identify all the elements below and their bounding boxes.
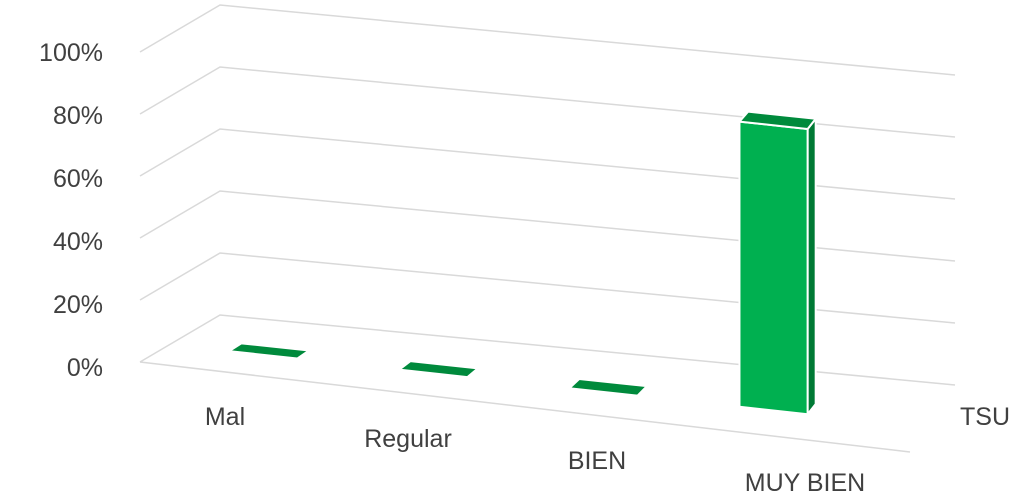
- gridline: [139, 128, 956, 200]
- y-tick-label: 60%: [53, 165, 103, 193]
- bar-mal: [228, 342, 311, 360]
- y-tick-label: 100%: [39, 39, 103, 67]
- bar-muy-bien: [738, 110, 817, 416]
- gridlines: [139, 4, 956, 453]
- gridline: [139, 4, 956, 76]
- gridline: [139, 314, 956, 386]
- gridline: [139, 252, 956, 324]
- category-label: MUY BIEN: [745, 469, 865, 497]
- bar-top: [228, 342, 311, 360]
- category-label: Mal: [205, 403, 245, 431]
- y-tick-label: 0%: [67, 354, 103, 382]
- bars: [228, 110, 817, 416]
- bar-top: [568, 378, 648, 397]
- bar-regular: [398, 360, 479, 379]
- bar-side: [806, 117, 817, 416]
- x-axis-categories: Mal Regular BIEN MUY BIEN: [205, 403, 865, 497]
- category-label: Regular: [364, 425, 452, 453]
- series-label: TSU: [960, 403, 1010, 431]
- y-tick-label: 40%: [53, 228, 103, 256]
- gridline: [139, 66, 956, 138]
- bar-front: [738, 120, 809, 416]
- y-tick-label: 20%: [53, 291, 103, 319]
- bar-top: [398, 360, 479, 379]
- category-label: BIEN: [568, 447, 626, 475]
- gridline: [139, 190, 956, 262]
- y-axis-ticks: 0% 20% 40% 60% 80% 100%: [39, 39, 103, 382]
- floor-edge: [139, 361, 911, 453]
- bar-top: [738, 110, 817, 131]
- y-tick-label: 80%: [53, 102, 103, 130]
- bar-bien: [568, 378, 648, 397]
